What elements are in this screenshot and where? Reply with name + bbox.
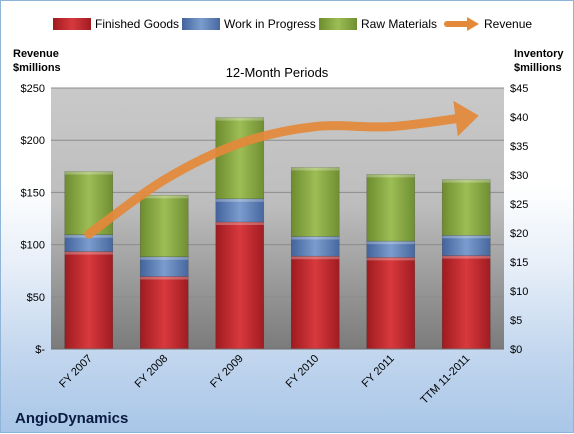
bar-work-in-progress <box>215 198 265 223</box>
legend-swatch-raw-materials <box>319 18 357 30</box>
bar-raw-materials <box>215 117 265 200</box>
revenue-line <box>84 100 479 239</box>
bar-raw-materials-cap <box>291 167 340 171</box>
bar-raw-materials-cap <box>64 171 113 175</box>
bar-finished-goods-cap <box>291 256 340 260</box>
revenue-series <box>84 100 479 239</box>
company-name: AngioDynamics <box>15 410 128 427</box>
right-tick-label: $10 <box>510 286 528 298</box>
right-tick-label: $5 <box>510 315 522 327</box>
chart-subtitle: 12-Month Periods <box>226 65 329 80</box>
right-tick-label: $35 <box>510 141 528 153</box>
left-tick-label: $- <box>35 344 45 356</box>
bar-raw-materials <box>366 174 416 242</box>
bar-finished-goods <box>290 255 340 350</box>
left-tick-label: $250 <box>21 83 45 95</box>
legend-label-raw-materials: Raw Materials <box>361 17 437 31</box>
left-tick-label: $150 <box>21 187 45 199</box>
left-axis-title-line2: $millions <box>13 62 61 74</box>
right-tick-label: $0 <box>510 344 522 356</box>
bar-raw-materials-cap <box>442 179 491 183</box>
legend-item-raw-materials: Raw Materials <box>319 17 437 31</box>
x-tick-label: FY 2010 <box>284 353 322 391</box>
bar-finished-goods <box>366 257 416 350</box>
right-axis-title-line2: $millions <box>514 62 562 74</box>
bar-work-in-progress-cap <box>442 235 491 239</box>
legend-label-finished-goods: Finished Goods <box>95 17 179 31</box>
bar-finished-goods <box>441 255 491 350</box>
right-tick-label: $40 <box>510 112 528 124</box>
left-tick-label: $50 <box>27 292 45 304</box>
x-tick-label: FY 2008 <box>133 353 171 391</box>
bar-raw-materials <box>290 167 340 237</box>
right-tick-label: $15 <box>510 257 528 269</box>
plot-area <box>51 88 504 349</box>
bar-finished-goods <box>64 251 114 350</box>
right-tick-label: $20 <box>510 228 528 240</box>
left-tick-label: $200 <box>21 135 45 147</box>
bar-finished-goods <box>139 276 189 350</box>
bar-raw-materials <box>441 179 491 236</box>
legend-item-work-in-progress: Work in Progress <box>182 17 316 31</box>
bar-work-in-progress <box>441 235 491 256</box>
x-tick-label: FY 2009 <box>208 353 246 391</box>
legend-label-work-in-progress: Work in Progress <box>224 17 316 31</box>
legend-swatch-revenue-arrow <box>467 17 479 31</box>
left-axis-title-line1: Revenue <box>13 48 59 60</box>
bar-work-in-progress-cap <box>291 236 340 240</box>
bar-raw-materials <box>139 195 189 258</box>
legend: Finished Goods Work in Progress Raw Mate… <box>53 17 532 31</box>
bar-finished-goods <box>215 221 265 350</box>
right-tick-label: $30 <box>510 170 528 182</box>
bar-raw-materials-cap <box>215 117 264 121</box>
gridlines <box>51 87 504 298</box>
legend-swatch-finished-goods <box>53 18 91 30</box>
legend-label-revenue: Revenue <box>484 17 532 31</box>
bar-finished-goods-cap <box>64 251 113 255</box>
bar-finished-goods-cap <box>366 257 415 261</box>
right-tick-label: $25 <box>510 199 528 211</box>
bar-work-in-progress-cap <box>366 241 415 245</box>
bar-finished-goods-cap <box>215 221 264 225</box>
left-tick-label: $100 <box>21 240 45 252</box>
right-tick-label: $45 <box>510 83 528 95</box>
bar-work-in-progress-cap <box>215 198 264 202</box>
x-axis-labels: FY 2007 FY 2008 FY 2009 FY 2010 FY 2011 TTM 1… <box>57 353 472 407</box>
bar-work-in-progress-cap <box>140 256 189 260</box>
left-axis-ticks: $- $50 $100 $150 $200 $250 <box>21 83 46 356</box>
right-axis-title-line1: Inventory <box>514 48 564 60</box>
bar-finished-goods-cap <box>442 255 491 259</box>
right-axis-ticks: $0 $5 $10 $15 $20 $25 $30 $35 $40 $45 <box>510 83 528 356</box>
bar-finished-goods-cap <box>140 276 189 280</box>
x-tick-label: TTM 11-2011 <box>418 353 472 407</box>
x-tick-label: FY 2011 <box>360 353 397 390</box>
legend-item-revenue: Revenue <box>444 17 532 31</box>
x-tick-label: FY 2007 <box>57 353 95 391</box>
legend-swatch-work-in-progress <box>182 18 220 30</box>
legend-item-finished-goods: Finished Goods <box>53 17 179 31</box>
bar-raw-materials-cap <box>366 174 415 178</box>
bar-raw-materials-cap <box>140 195 189 199</box>
